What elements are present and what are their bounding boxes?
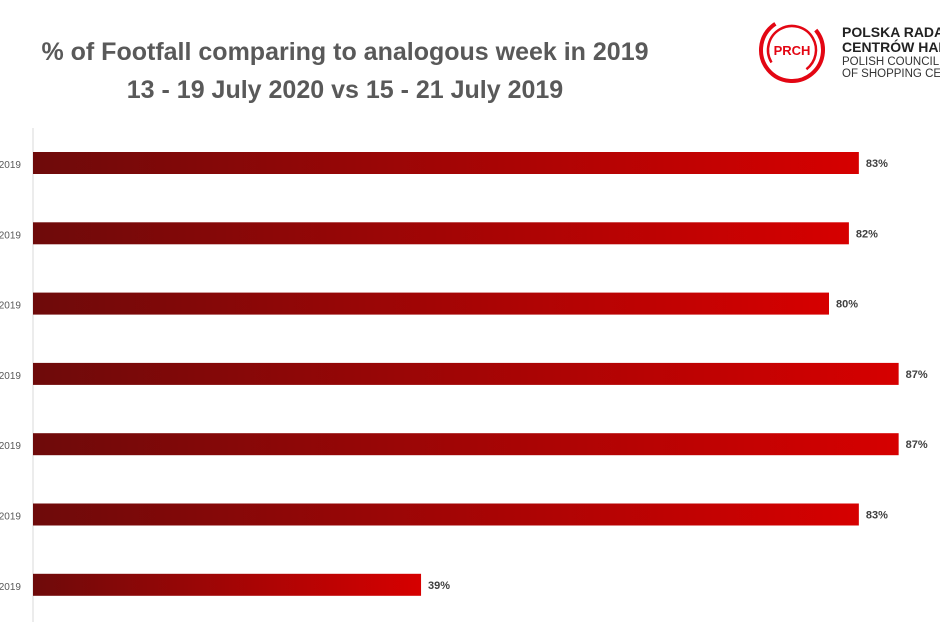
prch-logo-icon: PRCH xyxy=(759,17,825,83)
bar xyxy=(33,292,829,315)
data-label: 87% xyxy=(906,369,928,381)
bar xyxy=(33,222,849,245)
logo-line-2: CENTRÓW HANDLOWYCH xyxy=(842,39,940,55)
data-label: 83% xyxy=(866,510,888,522)
category-label: 2019 xyxy=(0,582,21,593)
data-label: 80% xyxy=(836,299,858,311)
logo-line-4: OF SHOPPING CENTRES xyxy=(842,68,940,80)
bar xyxy=(33,152,859,174)
bar-chart: 2019 83% 2019 82% 2019 80% 2019 87% 2019 87% 2019 8… xyxy=(0,128,928,622)
bar xyxy=(33,362,899,385)
category-label: 2019 xyxy=(0,301,21,312)
data-label: 83% xyxy=(866,158,888,170)
category-label: 2019 xyxy=(0,160,21,171)
data-label: 82% xyxy=(856,228,878,240)
category-label: 2019 xyxy=(0,441,21,452)
logo-line-3: POLISH COUNCIL xyxy=(842,56,940,68)
logo-badge-text: PRCH xyxy=(774,43,811,58)
prch-logo: PRCH POLSKA RADA CENTRÓW HANDLOWYCH POLI… xyxy=(752,12,940,87)
bar xyxy=(33,573,422,596)
logo-line-1: POLSKA RADA xyxy=(842,24,940,40)
data-label: 87% xyxy=(906,439,928,451)
bar xyxy=(33,503,859,526)
chart-title: % of Footfall comparing to analogous wee… xyxy=(41,38,649,66)
bar xyxy=(33,433,899,456)
chart-subtitle: 13 - 19 July 2020 vs 15 - 21 July 2019 xyxy=(126,76,564,104)
category-label: 2019 xyxy=(0,371,21,382)
data-label: 39% xyxy=(428,580,450,592)
category-label: 2019 xyxy=(0,512,21,523)
category-label: 2019 xyxy=(0,230,21,241)
